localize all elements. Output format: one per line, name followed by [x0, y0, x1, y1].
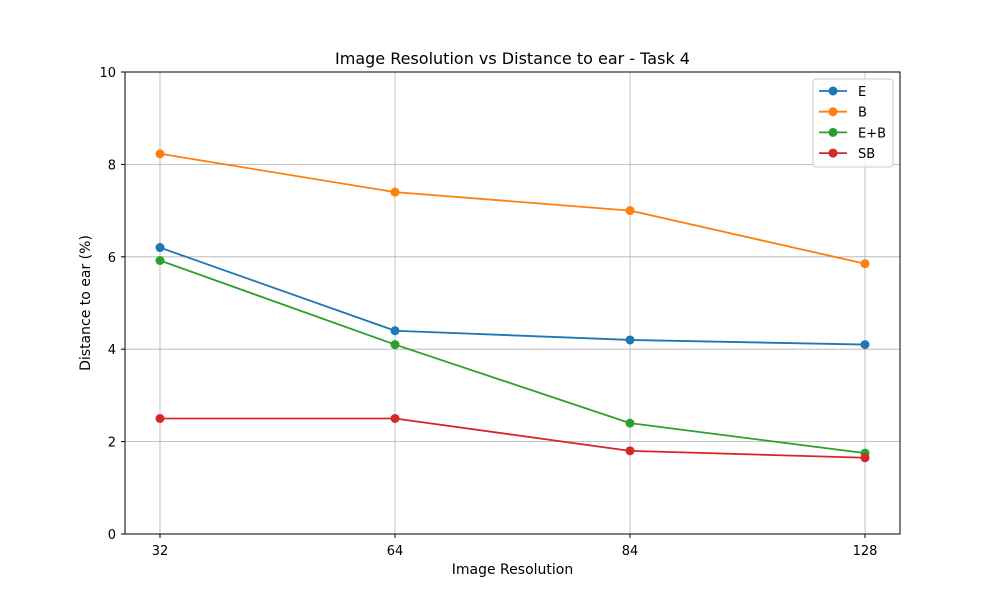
y-tick-label: 8 [108, 158, 116, 173]
data-point [390, 326, 400, 336]
y-tick-label: 0 [108, 528, 116, 543]
legend: EB E+B SB [812, 78, 894, 168]
data-point [390, 414, 400, 423]
data-point [860, 259, 870, 269]
series-line [159, 152, 866, 265]
series-e [155, 243, 870, 350]
legend-label: E [858, 85, 866, 100]
legend-box [812, 78, 894, 168]
plot-series [155, 149, 870, 463]
legend-swatch-marker [828, 86, 838, 96]
data-point [390, 340, 400, 350]
y-tick-label: 10 [99, 66, 116, 81]
series-sb [155, 414, 870, 463]
y-tick-label: 6 [108, 251, 116, 266]
data-point [860, 340, 870, 350]
plot-frame [124, 71, 901, 535]
legend-label: B [858, 106, 867, 121]
legend-item: E+B [819, 126, 886, 141]
y-tick-label: 4 [108, 343, 116, 358]
x-tick-label: 64 [387, 544, 404, 559]
y-tick-label: 2 [108, 436, 116, 451]
y-axis-label: Distance to ear (%) [78, 235, 94, 371]
data-point [155, 414, 165, 423]
y-axis-ticks: 0 2 4 6 8 10 [99, 66, 125, 543]
data-point [625, 335, 635, 345]
legend-swatch-marker [828, 107, 838, 117]
legend-item: B [819, 106, 867, 121]
data-point [155, 149, 165, 159]
x-axis-label: Image Resolution [452, 562, 573, 578]
legend-item: E [819, 85, 866, 100]
data-point [625, 206, 635, 216]
legend-swatch-marker [828, 127, 838, 137]
grid [125, 71, 900, 535]
x-tick-label: 128 [853, 544, 878, 559]
data-point [155, 243, 165, 253]
legend-label: SB [858, 147, 875, 162]
legend-swatch-marker [828, 148, 838, 158]
data-point [625, 418, 635, 428]
series-line [159, 259, 866, 455]
data-point [155, 255, 165, 265]
x-tick-label: 84 [622, 544, 639, 559]
series-line [160, 417, 866, 459]
data-point [625, 446, 635, 456]
series-b [155, 149, 870, 269]
legend-label: E+B [858, 126, 886, 141]
legend-item: SB [819, 147, 875, 162]
series-line [159, 246, 866, 346]
data-point [390, 187, 400, 197]
chart-title: Image Resolution vs Distance to ear - Ta… [335, 49, 690, 68]
data-point [860, 453, 870, 463]
x-axis-ticks: 32 64 84 128 [152, 534, 878, 559]
series-e-b [155, 255, 870, 458]
x-tick-label: 32 [152, 544, 169, 559]
